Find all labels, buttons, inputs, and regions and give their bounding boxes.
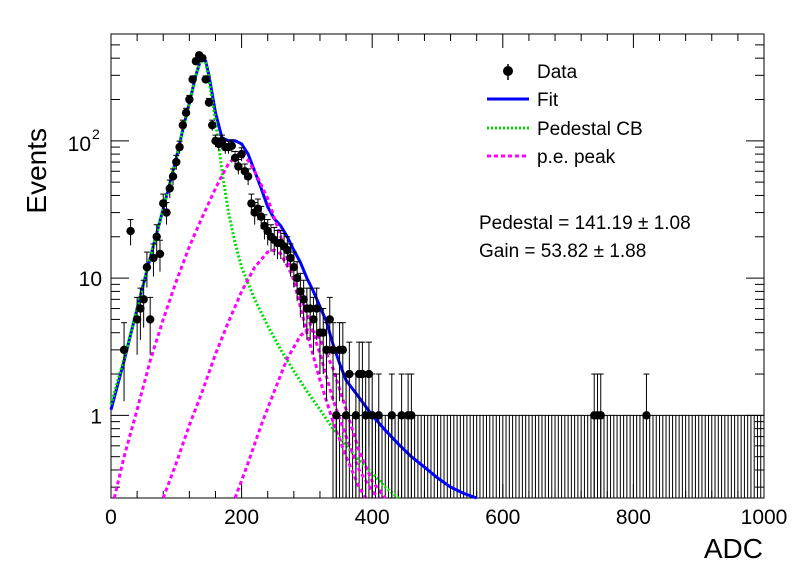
data-point (374, 411, 383, 420)
y-tick-exponent: 2 (92, 126, 100, 142)
x-tick-labels: 0 200 400 600 800 1000 (105, 506, 787, 529)
data-point (149, 253, 158, 263)
data-point (230, 153, 240, 163)
legend-label-data: Data (537, 62, 578, 83)
data-point (152, 232, 161, 241)
x-tick-label: 200 (224, 506, 259, 529)
data-point (247, 199, 256, 208)
data-point (168, 172, 178, 181)
annotation-pedestal: Pedestal = 141.19 ± 1.08 (479, 213, 691, 234)
data-point (322, 345, 331, 355)
y-tick-label: 10 (79, 268, 102, 291)
annotation-gain: Gain = 53.82 ± 1.88 (479, 241, 646, 262)
legend-entry-pedestal: Pedestal CB (487, 119, 643, 140)
data-point (132, 315, 142, 324)
data-point (364, 369, 374, 379)
x-tick-label: 0 (105, 506, 117, 529)
data-point (309, 315, 318, 324)
x-axis-title: ADC (704, 533, 763, 564)
data-point (387, 411, 396, 420)
data-point (407, 411, 416, 420)
data-point (296, 287, 305, 296)
legend-label-pedestal: Pedestal CB (537, 119, 643, 140)
legend-entry-data: Data (503, 62, 578, 83)
data-point (165, 184, 174, 193)
data-point (283, 245, 292, 255)
data-point (139, 295, 148, 304)
data-point (142, 263, 152, 272)
data-point (145, 315, 155, 324)
data-point (126, 226, 135, 236)
data-point (292, 273, 302, 283)
y-tick-label: 10 (68, 133, 91, 156)
data-point (234, 162, 243, 171)
data-point (299, 295, 308, 304)
data-point (227, 141, 237, 150)
data-point (243, 172, 253, 181)
legend-entry-fit: Fit (487, 90, 559, 111)
x-tick-label: 400 (355, 506, 390, 529)
curve-pedestal-cb (109, 55, 400, 500)
data-point (361, 411, 370, 420)
legend-entry-pe-peak: p.e. peak (487, 147, 616, 168)
data-point (319, 328, 328, 337)
data-point (325, 315, 334, 324)
data-point (208, 120, 217, 130)
x-tick-label: 600 (485, 506, 520, 529)
data-point (328, 345, 338, 355)
data-point (159, 199, 168, 208)
data-point (305, 304, 315, 313)
data-point (345, 369, 354, 379)
data-point (175, 142, 184, 152)
data-point (332, 411, 341, 420)
data-point (181, 108, 191, 117)
data-point (136, 304, 145, 313)
data-point (341, 411, 351, 420)
data-point (172, 157, 181, 167)
curve-p-e-peak-1 (112, 152, 367, 499)
data-point (162, 208, 171, 217)
data-point (397, 411, 406, 420)
legend: Data Fit Pedestal CB p.e. peak (487, 62, 643, 168)
x-tick-label: 1000 (741, 506, 788, 529)
data-point (312, 304, 321, 313)
legend-marker-data (503, 66, 513, 76)
legend-label-pe-peak: p.e. peak (537, 147, 616, 168)
data-point (286, 253, 295, 263)
y-tick-label: 1 (90, 405, 102, 428)
data-point (338, 345, 348, 355)
x-tick-label: 800 (616, 506, 651, 529)
data-point (185, 95, 194, 104)
data-point (642, 411, 651, 420)
data-point (596, 411, 605, 420)
data-point (155, 249, 165, 259)
data-point (237, 149, 246, 159)
data-point (204, 98, 214, 107)
tail-error-bars (332, 414, 765, 498)
data-point (368, 411, 377, 420)
data-point (217, 136, 227, 146)
data-point (201, 75, 210, 84)
data-point (289, 263, 299, 272)
data-point (188, 75, 197, 84)
data-point (351, 411, 361, 420)
y-axis-title: Events (21, 128, 52, 214)
data-points (119, 51, 651, 498)
data-point (119, 345, 129, 355)
data-point (358, 369, 367, 379)
data-point (198, 53, 207, 63)
legend-label-fit: Fit (537, 90, 559, 111)
data-point (178, 120, 188, 130)
